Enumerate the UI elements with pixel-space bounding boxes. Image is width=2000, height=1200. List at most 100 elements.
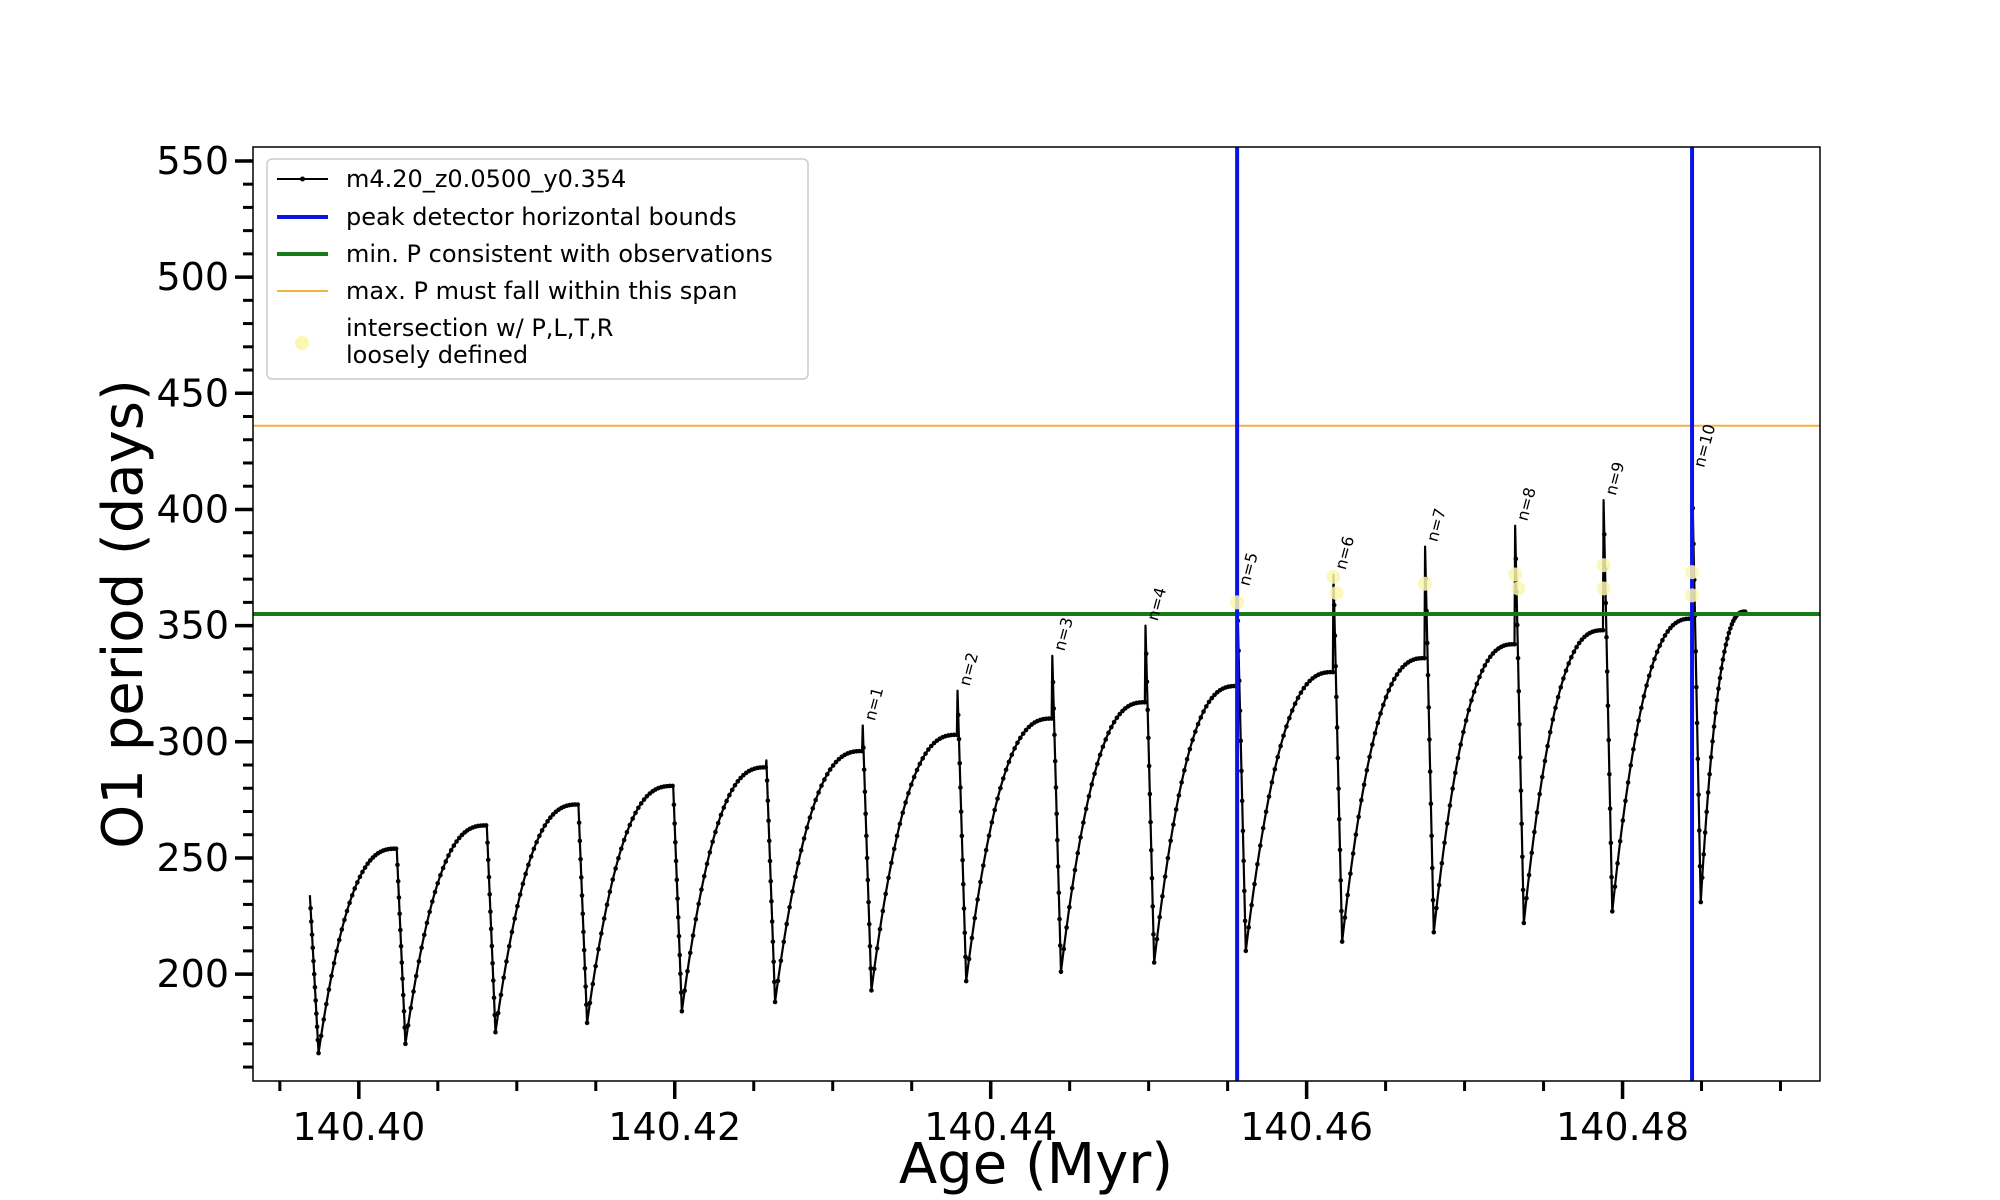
data-point xyxy=(1239,768,1244,774)
data-point xyxy=(673,858,679,864)
data-point xyxy=(1519,821,1524,826)
data-point xyxy=(440,865,446,871)
data-point xyxy=(810,806,816,811)
data-point xyxy=(795,860,801,866)
data-point xyxy=(917,761,923,767)
data-point xyxy=(1608,840,1614,846)
data-point xyxy=(772,979,777,985)
data-point xyxy=(315,1037,321,1043)
data-point xyxy=(405,1023,411,1028)
data-point xyxy=(677,952,682,958)
data-point xyxy=(958,809,964,814)
data-point xyxy=(1439,860,1445,866)
data-point xyxy=(871,966,877,972)
data-point xyxy=(347,900,352,906)
data-point xyxy=(1151,932,1156,937)
data-point xyxy=(1529,850,1535,856)
data-point xyxy=(1391,676,1397,682)
data-point xyxy=(1427,769,1433,774)
data-point xyxy=(1149,875,1155,881)
data-point xyxy=(1711,724,1717,729)
y-tick-label: 500 xyxy=(156,255,229,299)
data-point xyxy=(575,802,581,807)
data-point xyxy=(1461,729,1466,735)
data-point xyxy=(1051,706,1057,711)
data-point xyxy=(863,811,868,817)
data-point xyxy=(1425,672,1431,678)
data-point xyxy=(1018,735,1023,741)
data-point xyxy=(339,927,345,932)
data-point xyxy=(1052,732,1057,738)
data-point xyxy=(1569,654,1574,660)
data-point xyxy=(1636,718,1641,723)
data-point xyxy=(954,732,960,738)
data-point xyxy=(331,960,337,966)
data-point xyxy=(957,760,962,766)
data-point xyxy=(1720,657,1726,662)
data-point xyxy=(491,995,497,1001)
data-point xyxy=(446,853,451,858)
data-point xyxy=(704,861,710,867)
data-point xyxy=(419,945,424,950)
data-point xyxy=(1698,899,1704,905)
data-point xyxy=(1057,943,1063,948)
data-point xyxy=(807,815,813,820)
data-point xyxy=(969,935,975,941)
data-point xyxy=(685,968,690,974)
data-point xyxy=(1383,694,1389,700)
data-point xyxy=(1209,695,1215,701)
data-point xyxy=(1151,960,1157,965)
data-point xyxy=(1600,627,1606,633)
data-point xyxy=(883,891,888,897)
intersection-marker xyxy=(1685,588,1700,603)
data-point xyxy=(599,931,604,936)
data-point xyxy=(765,798,771,803)
data-point xyxy=(960,857,965,863)
data-point xyxy=(398,943,404,949)
data-point xyxy=(397,911,402,917)
data-point xyxy=(548,815,553,820)
data-point xyxy=(1696,792,1701,797)
data-point xyxy=(490,960,495,966)
data-point xyxy=(400,992,406,998)
data-point xyxy=(1534,810,1540,815)
data-point xyxy=(1266,794,1272,799)
data-point xyxy=(897,821,903,827)
data-point xyxy=(1704,809,1709,815)
cycle-label: n=2 xyxy=(955,650,982,688)
data-point xyxy=(1287,715,1292,721)
data-point xyxy=(1657,643,1663,648)
data-point xyxy=(674,877,680,883)
data-point xyxy=(630,816,635,821)
data-point xyxy=(1338,878,1344,883)
data-point xyxy=(1339,939,1345,944)
data-point xyxy=(769,919,775,924)
x-tick-label: 140.46 xyxy=(1240,1105,1373,1149)
data-point xyxy=(1092,771,1097,776)
data-point xyxy=(995,796,1000,801)
data-point xyxy=(584,1002,589,1008)
data-point xyxy=(1168,838,1173,844)
data-point xyxy=(678,971,683,977)
intersection-marker xyxy=(1326,569,1341,584)
data-point xyxy=(963,978,969,984)
data-point xyxy=(1455,755,1461,761)
data-point xyxy=(1705,790,1711,795)
data-point xyxy=(308,906,313,911)
data-point xyxy=(1728,626,1733,631)
data-point xyxy=(955,712,961,718)
data-point xyxy=(590,981,596,987)
data-point xyxy=(618,846,624,852)
data-point xyxy=(1625,780,1631,785)
data-point xyxy=(1429,833,1434,839)
data-point xyxy=(1424,640,1430,646)
data-point xyxy=(769,899,774,904)
data-point xyxy=(318,1033,324,1039)
data-point xyxy=(1576,640,1582,646)
data-point xyxy=(1050,679,1056,685)
data-point xyxy=(1513,556,1519,562)
data-point xyxy=(515,903,520,909)
data-point xyxy=(1335,755,1341,761)
data-point xyxy=(1623,798,1628,804)
data-point xyxy=(1512,641,1517,647)
